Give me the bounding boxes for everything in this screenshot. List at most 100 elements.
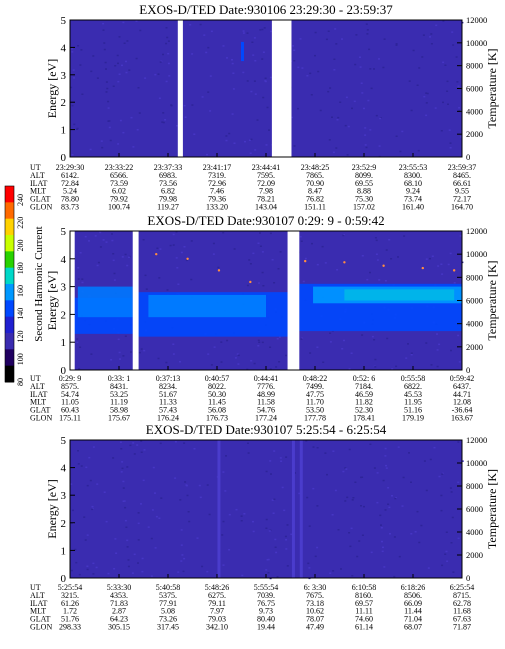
speckle xyxy=(280,460,283,462)
row-value: 5:25:54 xyxy=(58,583,82,592)
speckle xyxy=(264,77,267,79)
speckle xyxy=(175,257,178,259)
speckle xyxy=(179,361,181,363)
speckle xyxy=(101,146,104,149)
speckle xyxy=(191,104,194,106)
speckle xyxy=(277,268,280,270)
speckle xyxy=(410,352,413,354)
speckle xyxy=(373,68,375,70)
speckle xyxy=(370,551,373,554)
speckle xyxy=(159,248,162,250)
speckle xyxy=(221,534,224,536)
row-value: 79.36 xyxy=(208,195,226,204)
row-value: 77.91 xyxy=(159,599,177,608)
speckle xyxy=(105,68,107,70)
speckle xyxy=(157,73,160,75)
speckle xyxy=(436,365,439,368)
temperature-axis-label: Temperature [K] xyxy=(485,260,499,340)
row-value: 23:52:9 xyxy=(352,163,376,172)
speckle xyxy=(105,241,108,243)
row-value: 5375. xyxy=(159,591,177,600)
speckle xyxy=(159,61,162,63)
speckle xyxy=(285,548,288,550)
row-value: 133.20 xyxy=(206,203,228,212)
speckle xyxy=(381,550,384,553)
speckle xyxy=(395,135,398,137)
speckle xyxy=(359,66,362,68)
speckle xyxy=(165,361,168,364)
panel-2: EXOS-D/TED Date:930107 0:29: 9 - 0:59:42… xyxy=(30,213,499,423)
energy-tick-label: 4 xyxy=(61,463,67,475)
speckle xyxy=(92,446,95,448)
speckle xyxy=(166,289,169,291)
speckle xyxy=(183,557,186,560)
speckle xyxy=(243,513,246,515)
speckle xyxy=(137,522,140,525)
speckle xyxy=(122,355,125,357)
speckle xyxy=(252,520,254,523)
speckle xyxy=(141,570,144,573)
intensity-band-2 xyxy=(77,286,133,318)
speckle xyxy=(162,121,165,124)
speckle xyxy=(299,236,302,238)
speckle xyxy=(416,510,419,513)
row-value: 176.24 xyxy=(157,414,179,423)
temperature-tick-label: 10000 xyxy=(466,249,487,259)
row-value: 0:48:22 xyxy=(303,374,327,383)
speckle xyxy=(96,264,99,267)
speckle xyxy=(212,242,215,245)
speckle xyxy=(183,246,186,248)
speckle xyxy=(440,130,443,132)
speckle xyxy=(177,571,180,573)
temperature-tick-label: 12000 xyxy=(466,226,487,236)
speckle xyxy=(291,116,293,119)
speckle xyxy=(437,265,440,267)
speckle xyxy=(253,80,256,82)
speckle xyxy=(326,473,328,476)
row-value: 11.45 xyxy=(208,398,226,407)
speckle xyxy=(81,281,84,284)
ephemeris-table: UT 23:29:30 23:33:22 23:37:33 23:41:17 23:44:… xyxy=(30,163,476,212)
speckle xyxy=(77,463,80,465)
speckle xyxy=(77,45,80,47)
speckle xyxy=(401,130,404,133)
speckle xyxy=(261,341,264,344)
temperature-tick-label: 6000 xyxy=(466,504,483,514)
speckle xyxy=(253,37,256,39)
speckle xyxy=(382,66,385,69)
speckle xyxy=(70,483,73,485)
speckle xyxy=(208,513,211,516)
speckle xyxy=(97,261,100,264)
speckle xyxy=(278,361,281,363)
row-value: 11.82 xyxy=(355,398,373,407)
speckle xyxy=(176,267,179,269)
speckle xyxy=(423,460,426,462)
speckle xyxy=(265,470,268,473)
speckle xyxy=(126,466,129,468)
speckle xyxy=(121,461,124,463)
colorbar-tick-label: 100 xyxy=(16,353,25,365)
speckle xyxy=(152,466,155,469)
row-value: 2.87 xyxy=(112,607,126,616)
row-value: 176.73 xyxy=(206,414,228,423)
row-value: 57.43 xyxy=(159,406,177,415)
speckle xyxy=(305,440,308,442)
speckle xyxy=(293,60,296,62)
row-label-ut: UT xyxy=(30,374,41,383)
colorbar-segment xyxy=(5,235,14,252)
speckle xyxy=(224,490,227,492)
speckle xyxy=(180,251,183,254)
speckle xyxy=(242,30,245,32)
row-value: 71.83 xyxy=(110,599,128,608)
speckle xyxy=(162,53,164,56)
speckle xyxy=(285,539,288,541)
speckle xyxy=(341,38,343,40)
temperature-tick-label: 0 xyxy=(466,573,470,583)
speckle xyxy=(346,154,349,156)
speckle xyxy=(84,235,87,238)
speckle xyxy=(297,66,300,69)
row-value: 51.16 xyxy=(404,406,422,415)
speckle xyxy=(369,443,372,445)
speckle xyxy=(213,346,216,348)
row-value: 6983. xyxy=(159,171,177,180)
